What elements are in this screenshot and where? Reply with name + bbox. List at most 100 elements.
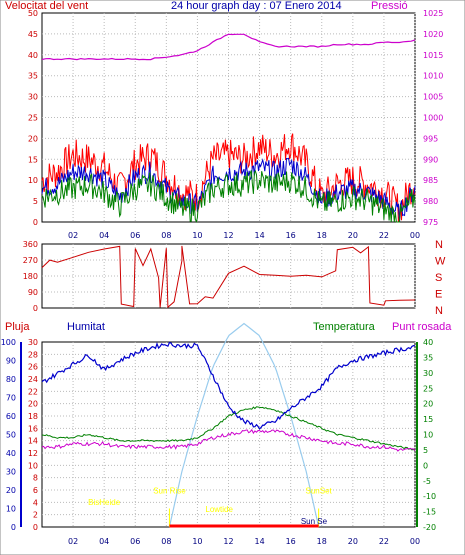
temperature-y-tick: 35: [423, 353, 433, 362]
rain-y-tick: 20: [28, 400, 38, 409]
rain-y-tick: 16: [28, 424, 38, 433]
humidity-x-tick: 20: [348, 537, 358, 546]
wind-y-tick: 35: [28, 72, 38, 81]
sunset-short-label: Sun Se: [301, 517, 328, 526]
wind-x-tick: 16: [286, 231, 296, 240]
wind-x-tick: 00: [410, 231, 420, 240]
sunset-label: SunSet: [306, 487, 333, 496]
wind-average-series: [41, 169, 416, 224]
wind-y-tick: 25: [28, 114, 38, 123]
temperature-y-tick: -5: [423, 477, 431, 486]
wind-y-tick: 20: [28, 134, 38, 143]
direction-y-tick: 180: [23, 272, 38, 281]
humidity-y-tick: 20: [6, 486, 16, 495]
temperature-y-tick: 0: [423, 461, 428, 470]
pressure-y-tick: 980: [423, 197, 438, 206]
temperature-y-tick: 15: [423, 415, 433, 424]
chart-title: 24 hour graph day : 07 Enero 2014: [171, 0, 342, 12]
wind-x-tick: 02: [68, 231, 78, 240]
rain-y-tick: 10: [28, 461, 38, 470]
sunrise-label: Sun Rise: [153, 487, 186, 496]
temperature-y-tick: 25: [423, 384, 433, 393]
rain-y-tick: 12: [28, 449, 38, 458]
pressure-y-tick: 1015: [423, 51, 443, 60]
direction-y-tick: 90: [28, 288, 38, 297]
wind-x-tick: 10: [192, 231, 202, 240]
rain-label: Pluja: [5, 321, 30, 333]
wind-pressure-panel: 0510152025303540455097598098599099510001…: [28, 9, 444, 240]
humidity-y-tick: 80: [6, 375, 16, 384]
humidity-label: Humitat: [67, 321, 105, 333]
temperature-axis-bar: [416, 342, 418, 527]
dewpoint-label: Punt rosada: [392, 321, 452, 333]
wind-y-tick: 40: [28, 51, 38, 60]
direction-y-tick: 360: [23, 240, 38, 249]
pressure-y-tick: 1010: [423, 72, 443, 81]
compass-label: N: [435, 305, 443, 317]
wind-y-tick: 15: [28, 155, 38, 164]
wind-x-tick: 22: [379, 231, 389, 240]
rain-y-tick: 26: [28, 363, 38, 372]
rain-y-tick: 4: [33, 498, 38, 507]
pressure-y-tick: 975: [423, 218, 438, 227]
rain-y-tick: 2: [33, 511, 38, 520]
wind-x-tick: 08: [161, 231, 171, 240]
temperature-y-tick: 40: [423, 338, 433, 347]
rain-y-tick: 18: [28, 412, 38, 421]
wind-speed-series: [41, 157, 416, 223]
wind-speed-label: Velocitat del vent: [5, 0, 88, 12]
dewpoint-series: [41, 428, 416, 452]
rain-y-tick: 0: [33, 523, 38, 532]
humidity-x-tick: 16: [286, 537, 296, 546]
humidity-y-tick: 60: [6, 412, 16, 421]
wind-x-tick: 18: [317, 231, 327, 240]
temperature-y-tick: 20: [423, 400, 433, 409]
pressure-y-tick: 995: [423, 134, 438, 143]
wind-x-tick: 06: [130, 231, 140, 240]
humidity-x-tick: 10: [192, 537, 202, 546]
rain-y-tick: 14: [28, 437, 38, 446]
rain-y-tick: 6: [33, 486, 38, 495]
wind-x-tick: 20: [348, 231, 358, 240]
humidity-x-tick: 12: [223, 537, 233, 546]
humidity-x-tick: 02: [68, 537, 78, 546]
humidity-temp-panel: 0246810121416182022242628300102030405060…: [1, 322, 436, 546]
temperature-series: [41, 406, 416, 452]
wind-y-tick: 45: [28, 30, 38, 39]
pressure-y-tick: 1000: [423, 114, 443, 123]
compass-label: E: [435, 289, 442, 301]
humidity-x-tick: 14: [254, 537, 264, 546]
humidity-y-tick: 40: [6, 449, 16, 458]
humidity-y-tick: 100: [1, 338, 16, 347]
rain-y-tick: 24: [28, 375, 38, 384]
wind-y-tick: 0: [33, 218, 38, 227]
humidity-x-tick: 00: [410, 537, 420, 546]
wind-direction-series: [41, 245, 416, 309]
humidity-series: [41, 341, 416, 430]
pressure-y-tick: 1025: [423, 9, 443, 18]
temperature-y-tick: -15: [423, 508, 436, 517]
wind-y-tick: 30: [28, 93, 38, 102]
wind-y-tick: 5: [33, 197, 38, 206]
pressure-y-tick: 1020: [423, 30, 443, 39]
solar-series: [168, 322, 320, 528]
humidity-y-tick: 0: [11, 523, 16, 532]
temperature-label: Temperatura: [313, 321, 376, 333]
wind-x-tick: 12: [223, 231, 233, 240]
event-label: BisHeide: [88, 498, 121, 507]
humidity-y-tick: 50: [6, 431, 16, 440]
rain-y-tick: 8: [33, 474, 38, 483]
pressure-y-tick: 985: [423, 176, 438, 185]
wind-x-tick: 14: [254, 231, 264, 240]
wind-y-tick: 50: [28, 9, 38, 18]
wind-x-tick: 04: [99, 231, 109, 240]
humidity-y-tick: 30: [6, 468, 16, 477]
temperature-y-tick: 10: [423, 431, 433, 440]
lowtide-label: Lowtide: [205, 505, 233, 514]
humidity-x-tick: 18: [317, 537, 327, 546]
temperature-y-tick: 5: [423, 446, 428, 455]
rain-y-tick: 28: [28, 350, 38, 359]
rain-y-tick: 22: [28, 387, 38, 396]
